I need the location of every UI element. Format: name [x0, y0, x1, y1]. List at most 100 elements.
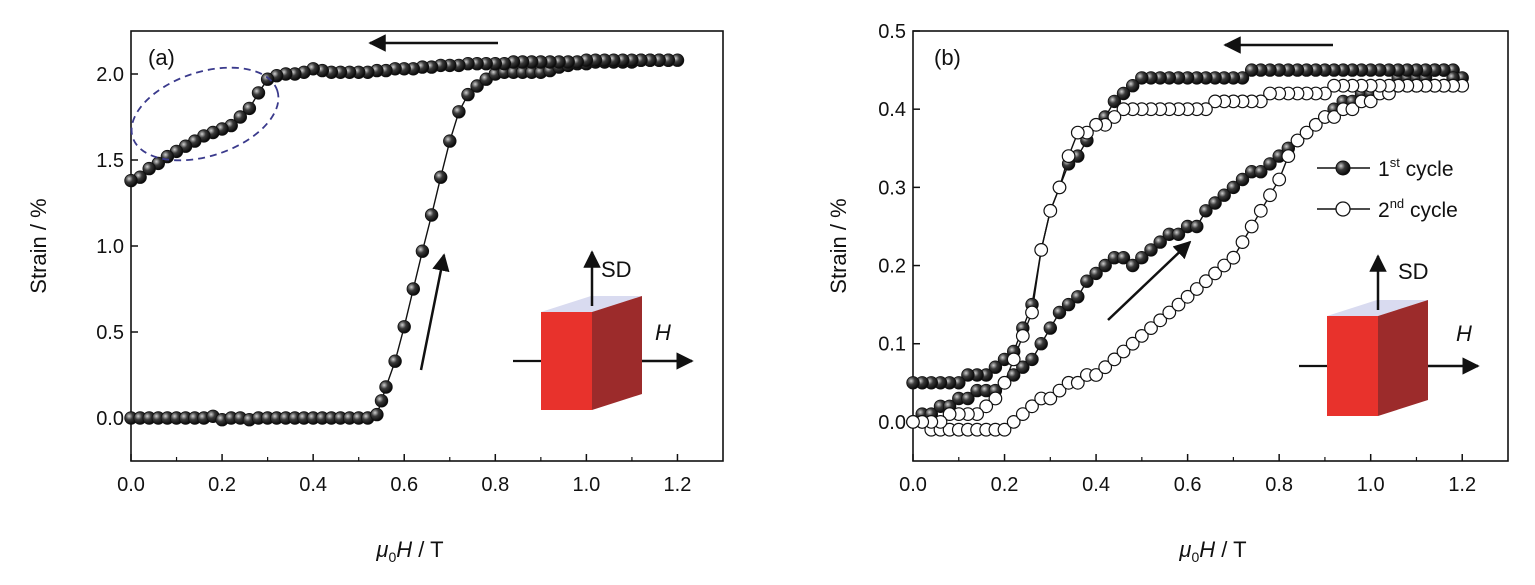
x-tick-label: 0.8 — [1265, 474, 1293, 496]
data-point-open — [1162, 305, 1177, 320]
legend-marker-1 — [1335, 160, 1351, 176]
data-point-filled — [1235, 172, 1250, 187]
data-point-filled — [406, 282, 421, 296]
data-point-filled — [1153, 235, 1167, 249]
data-point-open — [1061, 149, 1076, 164]
data-point-filled — [415, 244, 430, 258]
x-tick-label: 1.2 — [1448, 474, 1476, 496]
inset-cube-a — [513, 250, 694, 410]
data-point-open — [1208, 266, 1222, 281]
sd-label-b: SD — [1398, 259, 1429, 284]
data-point-open — [1253, 203, 1268, 218]
data-point-filled — [1061, 297, 1076, 312]
data-point-open — [1244, 219, 1259, 234]
plot-frame-b — [912, 30, 1509, 462]
data-point-open — [1052, 180, 1067, 195]
data-point-filled — [1190, 219, 1204, 234]
data-point-filled — [1217, 188, 1231, 202]
legend-b: 1st cycle 2nd cycle — [1317, 155, 1458, 222]
x-tick-label: 0.6 — [1174, 474, 1202, 496]
x-tick-label: 1.2 — [664, 474, 692, 496]
y-tick-label: 2.0 — [96, 64, 124, 86]
legend-label-1: 1st cycle — [1378, 155, 1454, 181]
xlabel-b: μ0H / T — [1178, 537, 1246, 565]
legend-marker-2 — [1335, 201, 1351, 217]
data-point-open — [1107, 352, 1122, 367]
panel-label-a: (a) — [148, 45, 175, 70]
data-point-filled — [1208, 196, 1222, 210]
data-point-filled — [397, 320, 411, 334]
data-point-filled — [1107, 94, 1122, 109]
data-point-open — [1171, 297, 1186, 312]
x-tick-label: 0.0 — [117, 474, 145, 496]
data-point-filled — [906, 376, 920, 390]
data-point-open — [1098, 360, 1113, 375]
data-point-filled — [1116, 251, 1131, 265]
data-point-open — [1134, 329, 1149, 343]
data-point-filled — [1244, 63, 1259, 77]
data-point-filled — [1071, 290, 1085, 304]
data-point-filled — [1098, 258, 1112, 273]
data-point-open — [1144, 321, 1158, 336]
data-point-filled — [1007, 368, 1021, 382]
data-point-filled — [1144, 243, 1158, 257]
ticks-b: 0.0 0.2 0.4 0.6 0.8 1.0 1.2 0.0 0.1 0.2 0.3 0.4 0.5 — [878, 21, 1476, 496]
data-point-open — [1025, 305, 1039, 320]
y-tick-label: 1.5 — [96, 150, 124, 172]
data-point-filled — [1089, 266, 1103, 281]
data-point-open — [1263, 188, 1277, 203]
chart-panel-b: 0.0 0.2 0.4 0.6 0.8 1.0 1.20.00.10.20.30.40.5 … — [826, 21, 1509, 565]
data-point-filled — [424, 208, 439, 222]
data-point-open — [1043, 391, 1058, 406]
data-point-open — [1006, 352, 1021, 367]
data-point-filled — [1080, 274, 1094, 288]
x-tick-label: 0.0 — [899, 474, 927, 496]
data-point-filled — [1016, 360, 1030, 374]
y-tick-label: 0.5 — [96, 322, 124, 344]
data-point-open — [1070, 125, 1085, 140]
x-tick-label: 1.0 — [1357, 474, 1385, 496]
data-point-open — [1308, 117, 1323, 132]
data-point-open — [1226, 250, 1241, 265]
data-point-open — [1025, 399, 1039, 414]
data-point-open — [1015, 407, 1030, 422]
data-point-filled — [470, 79, 484, 93]
data-point-filled — [1116, 86, 1131, 101]
plot-frame-a — [130, 30, 724, 462]
data-point-open — [1015, 329, 1030, 343]
series-b — [906, 63, 1470, 437]
x-tick-label: 0.2 — [208, 474, 236, 496]
data-point-open — [1198, 274, 1213, 289]
data-point-filled — [1135, 251, 1149, 265]
legend-label-2: 2nd cycle — [1378, 196, 1458, 222]
data-point-open — [997, 422, 1012, 437]
series-a — [124, 53, 685, 427]
data-point-filled — [1254, 164, 1268, 179]
data-point-filled — [1043, 321, 1058, 335]
xlabel-a: μ0H / T — [375, 537, 443, 565]
data-point-filled — [1025, 352, 1039, 367]
data-point-filled — [1125, 78, 1140, 93]
data-point-open — [997, 375, 1012, 390]
data-point-open — [979, 399, 994, 414]
data-point-open — [1116, 102, 1131, 117]
data-point-open — [1125, 336, 1140, 351]
data-point-open — [1208, 94, 1222, 109]
y-tick-label: 0.3 — [878, 177, 906, 199]
data-point-filled — [1052, 305, 1067, 320]
sd-label-a: SD — [601, 257, 632, 282]
data-point-filled — [1171, 227, 1186, 242]
data-point-open — [1107, 110, 1122, 124]
data-point-filled — [1226, 180, 1241, 195]
data-point-open — [1363, 94, 1378, 109]
y-tick-label: 0.4 — [878, 99, 906, 121]
x-tick-label: 0.6 — [390, 474, 418, 496]
data-point-filled — [1263, 157, 1277, 171]
y-tick-label: 1.0 — [96, 236, 124, 258]
data-point-open — [1290, 133, 1305, 148]
y-tick-label: 0.5 — [878, 21, 906, 43]
data-point-open — [1345, 102, 1360, 117]
data-point-open — [1052, 383, 1067, 398]
data-point-open — [1180, 289, 1195, 304]
